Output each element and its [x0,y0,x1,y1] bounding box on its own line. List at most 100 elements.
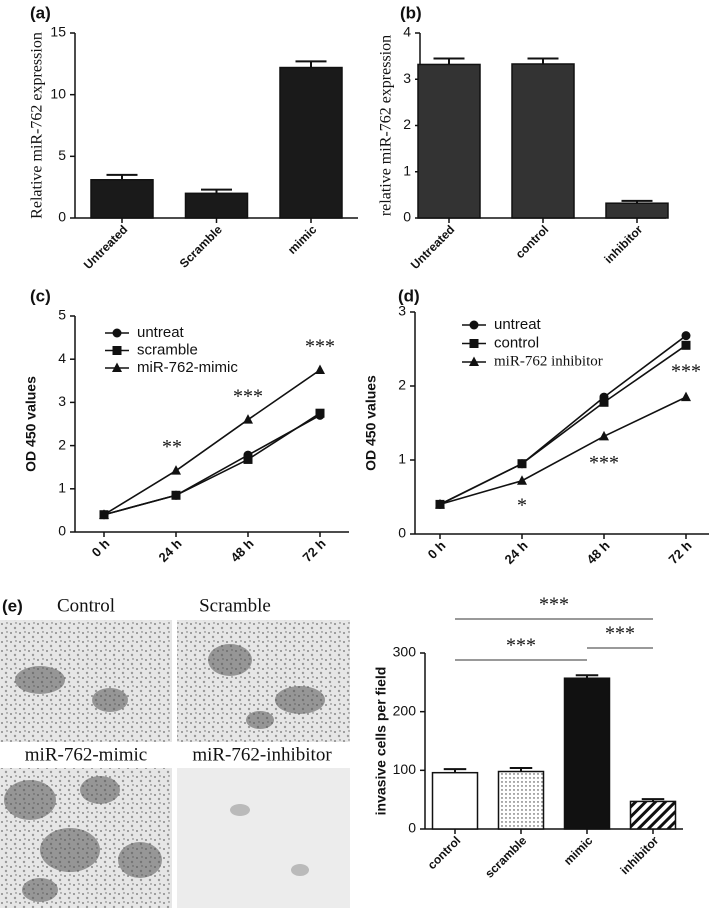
y-tick-label: 0 [58,523,66,539]
significance-label: *** [539,594,569,616]
x-tick-label: Untreated [408,222,458,272]
data-point [517,459,527,469]
x-tick-label: 72 h [666,538,695,567]
data-point [681,391,691,402]
bar [279,66,343,219]
y-tick-label: 4 [58,350,66,366]
x-tick-label: control [425,833,464,872]
y-tick-label: 5 [58,147,66,163]
x-tick-label: 0 h [89,536,113,560]
bar [417,63,481,219]
bar [184,192,249,219]
y-axis-label: OD 450 values [363,375,379,471]
y-tick-label: 200 [393,702,417,718]
legend-label: untreat [494,316,542,333]
panel-label: (e) [2,596,23,615]
y-tick-label: 3 [58,393,66,409]
panel-label: (b) [400,3,422,22]
significance-label: * [517,494,527,516]
y-tick-label: 3 [398,303,406,319]
significance-label: *** [605,623,635,645]
y-tick-label: 2 [403,116,411,132]
data-point [243,454,253,464]
significance-label: *** [506,635,536,657]
marker [112,346,122,355]
y-tick-label: 0 [398,525,406,541]
micrograph [177,768,350,908]
legend-label: miR-762 inhibitor [494,353,603,369]
data-point [99,509,109,519]
data-point [171,465,181,475]
bar [497,770,545,830]
data-point [599,397,609,407]
x-tick-label: inhibitor [618,833,662,877]
y-tick-label: 1 [398,451,406,467]
data-point [243,414,253,424]
x-tick-label: control [513,222,552,261]
legend-label: untreat [137,324,185,341]
y-tick-label: 300 [393,644,417,660]
micrograph-label: miR-762-mimic [25,744,147,765]
x-tick-label: Scramble [177,222,225,270]
marker [469,320,479,330]
x-tick-label: scramble [482,833,529,880]
micrographs [0,620,350,908]
bar [605,202,669,219]
micrograph-labels: Control Scramble miR-762-mimic miR-762-i… [25,595,333,765]
data-point [517,475,527,485]
x-tick-label: mimic [561,833,596,868]
bar [511,63,575,219]
data-point [171,490,181,500]
y-tick-label: 15 [50,24,66,40]
significance-label: *** [305,336,335,358]
series-line [103,412,321,516]
bar [563,677,611,830]
y-tick-label: 10 [50,85,66,101]
bar [629,800,677,830]
marker [112,362,122,372]
chart-panel: (d) OD 450 values 0 1 2 3 0 h 24 h 48 h 72 h untre… [363,286,709,567]
y-tick-label: 2 [398,377,406,393]
data-point [681,331,691,341]
y-axis-label: relative miR-762 expression [378,35,395,216]
micrograph-label: Scramble [199,595,271,616]
y-axis-label: OD 450 values [23,376,39,472]
x-tick-label: 24 h [502,538,531,567]
series-line [439,396,687,506]
data-point [681,340,691,350]
y-tick-label: 1 [403,162,411,178]
data-point [599,430,609,441]
significance-label: *** [589,452,619,474]
y-tick-label: 4 [403,24,411,40]
panel-label: (a) [30,3,51,22]
y-tick-label: 5 [58,307,66,323]
y-axis-label: invasive cells per field [373,667,389,816]
y-tick-label: 0 [403,209,411,225]
panel-label: (d) [398,286,420,305]
marker [469,339,479,348]
chart-panel: (b) relative miR-762 expression 0 1 2 3 4 Untre… [378,3,669,272]
marker [469,356,479,366]
y-tick-label: 1 [58,480,66,496]
y-tick-label: 0 [58,209,66,225]
x-tick-label: 48 h [584,538,613,567]
legend-label: scramble [137,341,198,358]
x-tick-label: mimic [285,222,320,257]
x-tick-label: inhibitor [602,222,646,266]
y-axis-label: Relative miR-762 expression [29,32,46,219]
bar [431,771,479,830]
y-tick-label: 0 [408,820,416,836]
x-tick-label: 0 h [425,538,449,562]
data-point [315,408,325,418]
cell-clusters [4,644,325,902]
significance-label: *** [233,385,263,407]
series-line [103,414,321,516]
legend-label: control [494,334,539,351]
data-point [315,364,325,374]
micrograph-label: miR-762-inhibitor [192,744,332,765]
y-tick-label: 3 [403,70,411,86]
x-tick-label: 24 h [156,536,185,565]
x-tick-label: 72 h [300,536,329,565]
marker [112,328,122,338]
